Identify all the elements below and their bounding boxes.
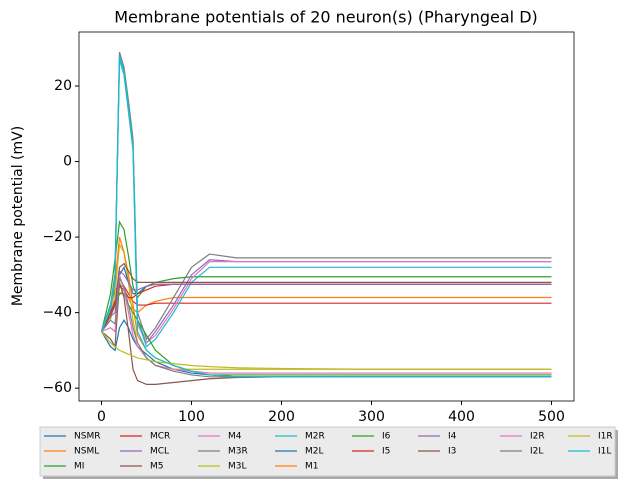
series-line <box>100 59 552 344</box>
legend-label: NSML <box>74 447 99 457</box>
legend-label: M3R <box>228 447 248 457</box>
y-tick-label: 0 <box>63 154 72 170</box>
x-tick-label: 500 <box>538 409 565 425</box>
legend-label: M5 <box>150 462 164 472</box>
legend-label: I4 <box>448 432 457 442</box>
legend-label: MCR <box>150 432 170 442</box>
legend-label: M2R <box>305 432 325 442</box>
y-axis-label: Membrane potential (mV) <box>10 126 26 306</box>
series-line <box>101 274 552 374</box>
series-line <box>101 242 552 370</box>
series-line <box>100 283 552 332</box>
legend-label: I1R <box>598 432 613 442</box>
series-line <box>100 55 552 345</box>
series-line <box>100 293 552 376</box>
series-line <box>101 331 552 370</box>
series-line <box>100 262 552 332</box>
axes-frame <box>78 31 575 402</box>
series-line <box>100 51 552 341</box>
legend-label: M2L <box>305 447 324 457</box>
x-tick-label: 200 <box>268 409 295 425</box>
x-tick-label: 100 <box>178 409 205 425</box>
legend-label: I5 <box>382 447 390 457</box>
legend-label: I6 <box>382 432 391 442</box>
x-tick-label: 300 <box>358 409 385 425</box>
legend-label: MCL <box>150 447 169 457</box>
plot-area <box>100 51 552 385</box>
legend-label: I2R <box>530 432 545 442</box>
legend-label: M3L <box>228 462 247 472</box>
x-tick-label: 400 <box>448 409 475 425</box>
legend-label: I2L <box>530 447 543 457</box>
legend-label: I3 <box>448 447 456 457</box>
legend-label: M4 <box>228 432 242 442</box>
y-tick-label: 20 <box>54 78 72 94</box>
y-tick-label: −60 <box>42 380 72 396</box>
x-tick-label: 0 <box>97 409 106 425</box>
series-line <box>100 285 552 332</box>
legend-label: M1 <box>305 462 319 472</box>
legend-label: NSMR <box>74 432 100 442</box>
series-line <box>100 59 552 378</box>
legend-entries: NSMR NSML MI MCR MCL M5 M4 M3R M3L M2R M2L M1 I6 I5 I4… <box>44 432 613 472</box>
series-line <box>100 220 552 332</box>
y-tick-label: −40 <box>42 305 72 321</box>
y-tick-label: −20 <box>42 229 72 245</box>
legend-label: I1L <box>598 447 611 457</box>
legend-label: MI <box>74 462 84 472</box>
chart-title: Membrane potentials of 20 neuron(s) (Pha… <box>114 8 538 27</box>
